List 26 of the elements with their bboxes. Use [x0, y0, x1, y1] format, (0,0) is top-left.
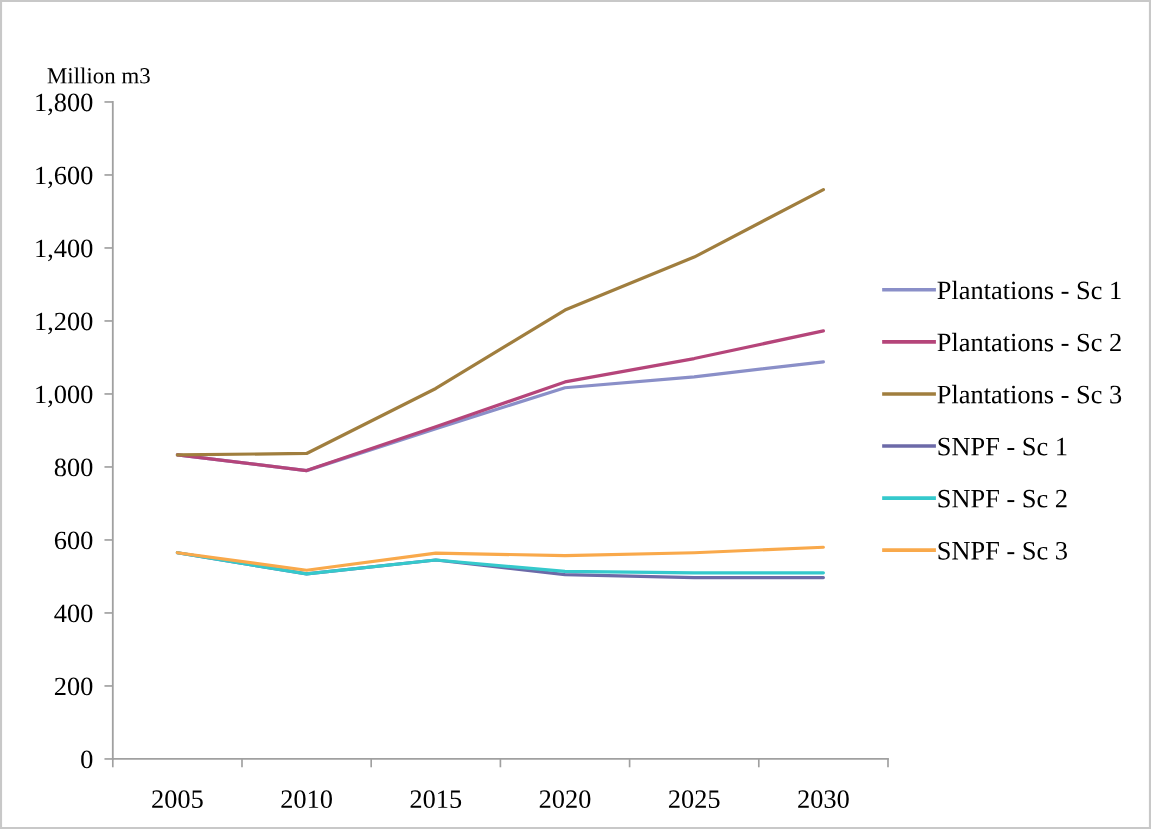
y-tick-label: 1,600 — [36, 166, 93, 189]
y-tick-label: 400 — [54, 604, 93, 623]
y-tick-label: 1,400 — [36, 239, 93, 262]
y-axis-title: Million m3 — [47, 67, 150, 84]
y-tick-label: 1,000 — [36, 385, 93, 408]
x-tick-label: 2005 — [152, 790, 203, 809]
y-tick-label: 1,200 — [36, 312, 93, 335]
legend-label: SNPF - Sc 3 — [938, 541, 1067, 560]
legend-label: Plantations - Sc 2 — [937, 332, 1121, 352]
y-tick-label: 0 — [81, 750, 93, 769]
legend-label: SNPF - Sc 2 — [938, 489, 1067, 508]
legend-label: Plantations - Sc 1 — [937, 280, 1121, 300]
x-tick-label: 2020 — [539, 790, 591, 809]
y-tick-label: 800 — [54, 458, 93, 477]
x-tick-label: 2010 — [281, 790, 332, 809]
x-tick-label: 2030 — [798, 790, 849, 809]
x-tick-label: 2025 — [668, 790, 720, 809]
line-series — [175, 545, 825, 572]
legend-label: SNPF - Sc 1 — [938, 437, 1067, 456]
line-series — [175, 187, 825, 457]
y-tick-label: 600 — [54, 531, 93, 550]
y-tick-label: 200 — [54, 677, 93, 696]
legend-label: Plantations - Sc 3 — [937, 384, 1122, 404]
y-tick-label: 1,800 — [36, 93, 93, 116]
x-tick-label: 2015 — [410, 790, 462, 809]
line-series — [175, 329, 825, 473]
